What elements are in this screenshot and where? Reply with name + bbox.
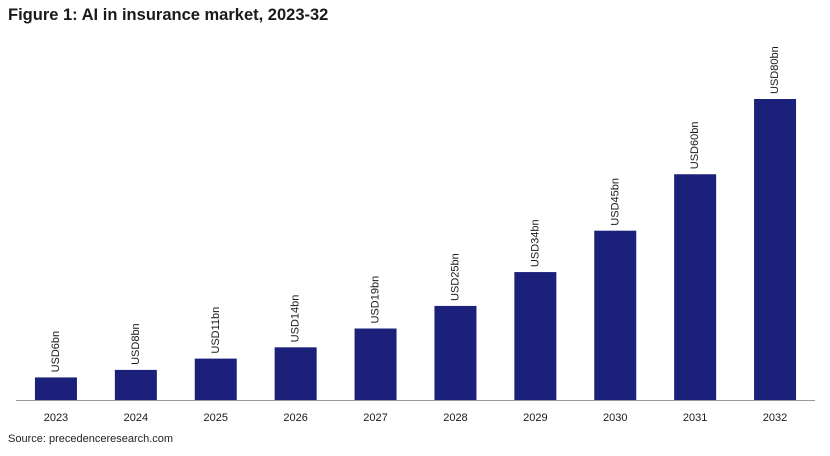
- bar-2023: [34, 377, 77, 400]
- data-label-2024: USD8bn: [130, 323, 142, 365]
- source-note: Source: precedenceresearch.com: [8, 433, 174, 445]
- x-tick-label-2029: 2029: [523, 412, 547, 424]
- x-tick-label-2028: 2028: [443, 412, 467, 424]
- x-tick-label-2030: 2030: [603, 412, 627, 424]
- x-tick-label-2023: 2023: [44, 412, 68, 424]
- chart-title: Figure 1: AI in insurance market, 2023-3…: [8, 6, 329, 24]
- data-label-2025: USD11bn: [210, 307, 222, 354]
- x-tick-label-2024: 2024: [124, 412, 148, 424]
- bar-2026: [274, 347, 317, 400]
- bar-2029: [514, 272, 557, 400]
- x-tick-label-2027: 2027: [363, 412, 387, 424]
- data-label-2031: USD60bn: [689, 122, 701, 170]
- x-tick-labels-group: 2023 2024 2025 2026 2027 2028 2029 2030 2031 2032: [44, 412, 788, 424]
- data-label-2027: USD19bn: [370, 276, 382, 324]
- data-label-2030: USD45bn: [609, 178, 621, 226]
- bar-2025: [194, 358, 237, 400]
- bar-2028: [434, 305, 477, 400]
- bar-2027: [354, 328, 397, 400]
- data-label-2029: USD34bn: [529, 219, 541, 267]
- data-label-2028: USD25bn: [449, 253, 461, 301]
- bar-2032: [754, 99, 797, 400]
- x-tick-label-2025: 2025: [204, 412, 228, 424]
- bar-2031: [674, 174, 717, 400]
- data-label-2026: USD14bn: [290, 295, 302, 343]
- x-tick-label-2032: 2032: [763, 412, 787, 424]
- data-labels-group: USD6bn USD8bn USD11bn USD14bn USD19bn USD25bn…: [50, 46, 781, 372]
- x-tick-label-2031: 2031: [683, 412, 707, 424]
- bar-2024: [114, 369, 157, 400]
- bar-2030: [594, 230, 637, 400]
- x-tick-label-2026: 2026: [283, 412, 307, 424]
- bars-group: [34, 99, 797, 400]
- data-label-2023: USD6bn: [50, 331, 62, 373]
- data-label-2032: USD80bn: [769, 46, 781, 94]
